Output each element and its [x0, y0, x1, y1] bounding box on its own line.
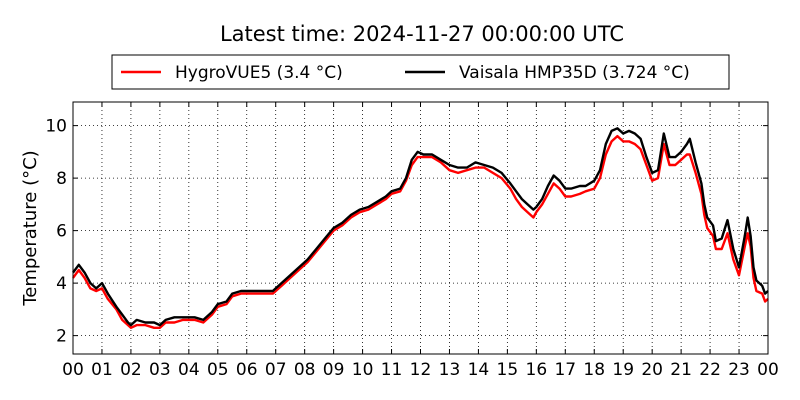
series-line-vaisala	[72, 127, 769, 327]
legend-label-hygrovue5: HygroVUE5 (3.4 °C)	[175, 63, 343, 83]
legend-label-vaisala: Vaisala HMP35D (3.724 °C)	[459, 63, 690, 83]
x-tick-labels: 00 01 02 03 04 05 06 07 08 09 10 11 12 13 14 15 16 17 18 19…	[62, 360, 779, 380]
chart-title: Latest time: 2024-11-27 00:00:00 UTC	[220, 22, 624, 46]
x-tick-label: 00	[757, 360, 779, 380]
y-tick-label: 8	[56, 169, 67, 189]
y-tick-label: 4	[56, 274, 67, 294]
x-tick-label: 10	[352, 360, 374, 380]
y-tick-label: 10	[45, 117, 67, 137]
x-tick-label: 23	[728, 360, 750, 380]
legend: HygroVUE5 (3.4 °C) Vaisala HMP35D (3.724…	[111, 54, 730, 90]
x-tick-label: 04	[178, 360, 200, 380]
x-tick-label: 09	[323, 360, 345, 380]
x-tick-label: 01	[91, 360, 113, 380]
y-tick-label: 6	[56, 222, 67, 242]
x-tick-label: 22	[699, 360, 721, 380]
ticks	[72, 102, 769, 354]
x-tick-label: 05	[207, 360, 229, 380]
x-tick-label: 21	[670, 360, 692, 380]
y-axis-label: Temperature (°C)	[20, 150, 41, 306]
x-tick-label: 08	[294, 360, 316, 380]
x-tick-label: 20	[641, 360, 663, 380]
y-tick-label: 2	[56, 327, 67, 347]
x-tick-label: 03	[149, 360, 171, 380]
x-tick-label: 19	[612, 360, 634, 380]
x-tick-label: 00	[62, 360, 84, 380]
x-tick-label: 17	[554, 360, 576, 380]
x-tick-label: 11	[381, 360, 403, 380]
series-group	[72, 127, 769, 329]
x-tick-label: 13	[439, 360, 461, 380]
y-tick-labels: 2 4 6 8 10	[45, 117, 67, 347]
x-tick-label: 07	[265, 360, 287, 380]
x-tick-label: 02	[120, 360, 142, 380]
x-tick-label: 16	[526, 360, 548, 380]
x-tick-label: 15	[497, 360, 519, 380]
x-tick-label: 14	[468, 360, 490, 380]
x-tick-label: 06	[236, 360, 258, 380]
x-tick-label: 18	[583, 360, 605, 380]
series-line-hygrovue5	[72, 134, 769, 329]
x-tick-label: 12	[410, 360, 432, 380]
